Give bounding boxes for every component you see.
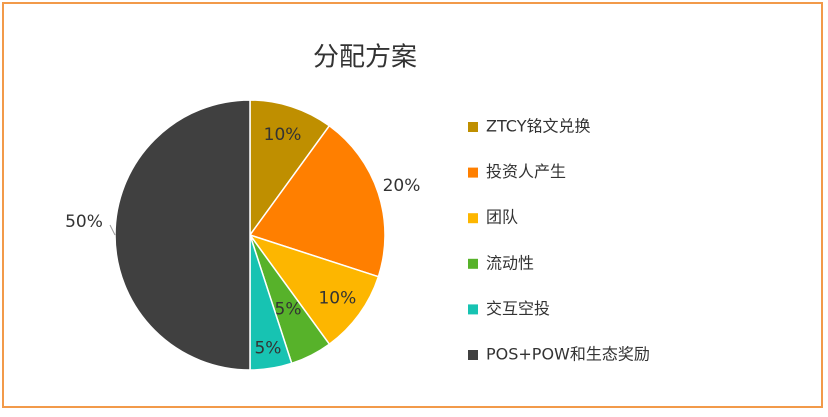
data-label: 10% bbox=[264, 125, 302, 145]
pie-slice bbox=[249, 99, 331, 238]
data-label: 20% bbox=[383, 176, 421, 196]
legend-label: POS+POW和生态奖励 bbox=[486, 345, 650, 364]
pie-slice bbox=[248, 233, 380, 346]
data-label: 5% bbox=[254, 338, 281, 358]
data-label: 50% bbox=[65, 212, 103, 232]
legend-swatch bbox=[468, 304, 478, 315]
chart-title: 分配方案 bbox=[313, 43, 417, 73]
legend-label: 投资人产生 bbox=[486, 162, 566, 181]
pie-slice bbox=[248, 124, 386, 278]
legend-swatch bbox=[468, 258, 478, 269]
legend-label: 流动性 bbox=[486, 253, 534, 272]
legend-label: 交互空投 bbox=[486, 299, 550, 318]
legend-swatch bbox=[468, 213, 478, 224]
legend-label: ZTCY铭文兑换 bbox=[486, 117, 590, 136]
legend-swatch bbox=[468, 122, 478, 132]
data-label: 5% bbox=[275, 300, 302, 320]
data-label: 10% bbox=[318, 288, 356, 308]
leader-line bbox=[109, 224, 116, 236]
legend-swatch bbox=[468, 167, 478, 178]
legend-label: 团队 bbox=[486, 208, 518, 227]
legend-swatch bbox=[468, 350, 478, 360]
